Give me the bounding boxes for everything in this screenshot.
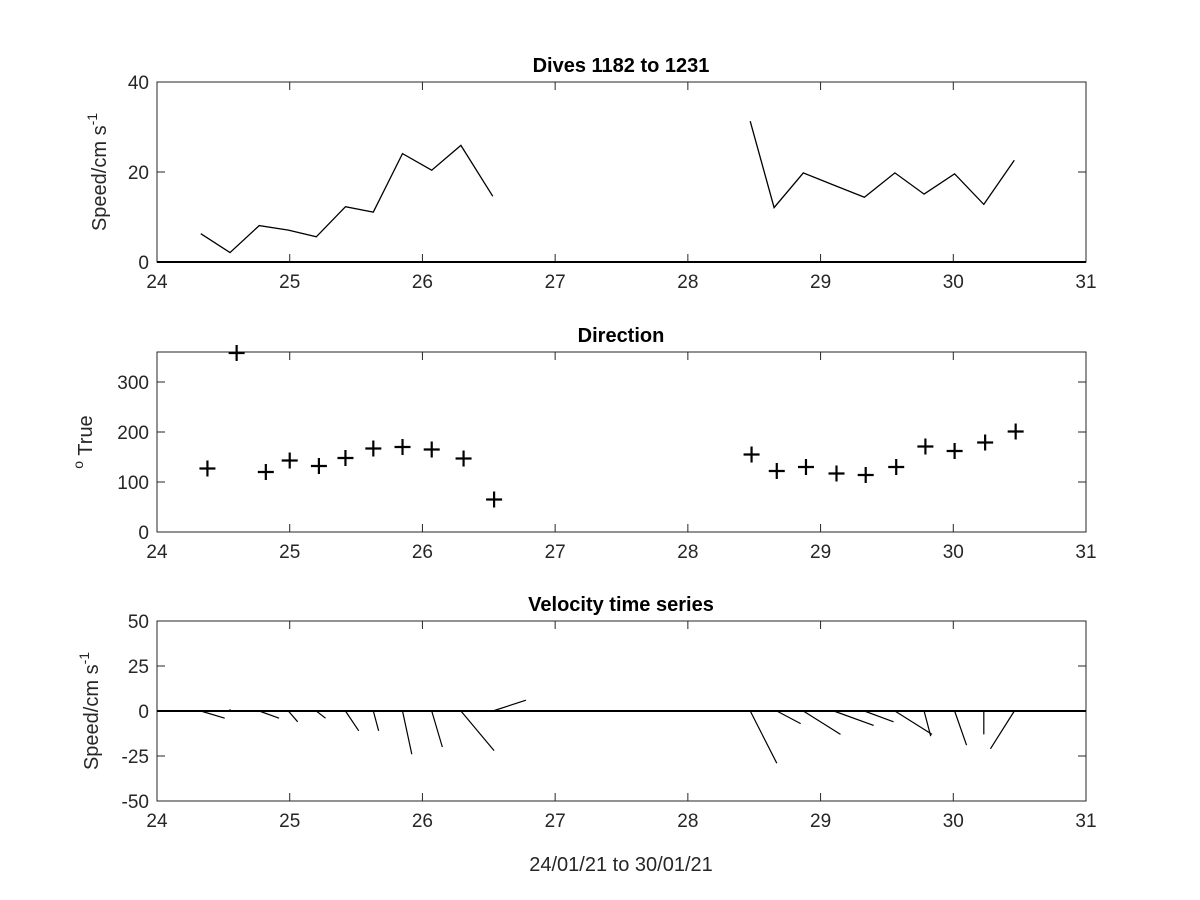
velocity-x-tick-label: 24 [146,811,168,832]
speed-x-tick-label: 31 [1075,272,1096,293]
direction-plus-marker [365,440,382,457]
direction-y-tick-label: 0 [138,523,149,544]
direction-x-tick-label: 26 [412,542,433,563]
velocity-stick [776,710,801,725]
velocity-y-tick-label: 50 [128,612,149,633]
speed-x-tick-label: 30 [943,272,964,293]
velocity-x-tick-label: 26 [412,811,433,832]
velocity-chart-title: Velocity time series [528,594,714,616]
direction-plus-marker [337,450,354,466]
speed-series-line-2 [749,121,1015,209]
velocity-stick [802,710,841,735]
velocity-series [157,699,1086,764]
direction-x-tick-label: 31 [1075,542,1096,563]
speed-x-tick-label: 29 [810,272,831,293]
direction-panel: Direction o True 24 25 26 27 28 29 30 31 0 100 200… [70,325,1097,563]
velocity-y-tick-label: -25 [122,747,149,768]
direction-y-tick-label: 300 [117,373,149,394]
velocity-panel: Velocity time series Speed/cm s-1 24 25 26… [76,594,1097,876]
velocity-stick [460,710,495,751]
velocity-stick [431,710,443,748]
speed-x-tick-label: 27 [545,272,566,293]
speed-panel: Dives 1182 to 1231 Speed/cm s-1 24 25 26 27… [84,55,1097,293]
direction-plus-marker [946,443,963,459]
direction-plus-marker [917,438,934,455]
speed-x-tick-label: 28 [677,272,698,293]
direction-plus-marker [310,458,327,474]
velocity-stick [833,710,874,726]
direction-x-tick-label: 25 [279,542,300,563]
velocity-y-axis-label: Speed/cm s-1 [76,652,103,770]
velocity-x-tick-label: 27 [545,811,566,832]
direction-y-tick-label: 200 [117,423,149,444]
velocity-stick [344,710,360,732]
speed-x-tick-label: 26 [412,272,433,293]
direction-plus-marker [888,459,905,475]
direction-plus-marker [199,460,216,477]
direction-plus-marker [486,491,503,508]
velocity-x-tick-label: 31 [1075,811,1096,832]
velocity-axis-ticks: 24 25 26 27 28 29 30 31 -50 -25 0 25 50 [122,612,1097,832]
velocity-x-tick-label: 29 [810,811,831,832]
speed-chart-title: Dives 1182 to 1231 [533,55,710,77]
direction-x-tick-label: 29 [810,542,831,563]
direction-axes-frame [156,351,1087,533]
direction-plus-marker [455,450,472,467]
velocity-stick [989,710,1015,750]
direction-x-tick-label: 28 [677,542,698,563]
velocity-stick [894,710,933,735]
direction-series [199,345,1024,508]
velocity-stick [864,710,894,723]
velocity-x-tick-label: 25 [279,811,300,832]
velocity-stick [954,710,968,746]
direction-plus-marker [228,345,245,361]
direction-x-tick-label: 24 [146,542,168,563]
direction-plus-marker [857,467,874,483]
direction-plus-marker [423,441,440,458]
velocity-stick [401,710,413,755]
velocity-stick [287,710,299,723]
speed-x-tick-label: 25 [279,272,300,293]
speed-axes-frame [156,81,1087,263]
velocity-y-tick-label: 25 [128,657,149,678]
direction-x-tick-label: 27 [545,542,566,563]
velocity-stick [492,699,527,712]
velocity-stick [200,710,225,719]
velocity-stick [749,710,778,764]
direction-plus-marker [1007,423,1024,440]
velocity-y-tick-label: 0 [138,702,149,723]
velocity-stick [372,710,380,731]
direction-chart-title: Direction [578,325,665,347]
speed-y-tick-label: 20 [128,163,149,184]
speed-y-axis-label: Speed/cm s-1 [84,113,111,231]
velocity-stick [258,710,280,719]
direction-plus-marker [977,434,994,451]
speed-series-line-1 [200,144,494,254]
direction-x-tick-label: 30 [943,542,964,563]
velocity-y-tick-label: -50 [122,792,149,813]
direction-y-axis-label: o True [70,415,97,468]
direction-plus-marker [768,463,785,479]
speed-y-tick-label: 40 [128,73,149,94]
speed-x-tick-label: 24 [146,272,168,293]
direction-y-tick-label: 100 [117,473,149,494]
speed-series [157,121,1086,263]
direction-plus-marker [797,459,814,475]
speed-axis-ticks: 24 25 26 27 28 29 30 31 0 20 40 [128,73,1097,293]
direction-plus-marker [743,446,760,463]
direction-axis-ticks: 24 25 26 27 28 29 30 31 0 100 200 300 [117,352,1097,563]
velocity-x-tick-label: 30 [943,811,964,832]
direction-plus-marker [828,465,845,482]
direction-plus-marker [394,439,411,455]
velocity-x-axis-label: 24/01/21 to 30/01/21 [529,854,713,876]
velocity-stick [923,710,932,737]
direction-plus-marker [281,452,298,469]
speed-y-tick-label: 0 [138,253,149,274]
direction-plus-marker [257,464,274,480]
velocity-stick [315,710,326,719]
velocity-x-tick-label: 28 [677,811,698,832]
